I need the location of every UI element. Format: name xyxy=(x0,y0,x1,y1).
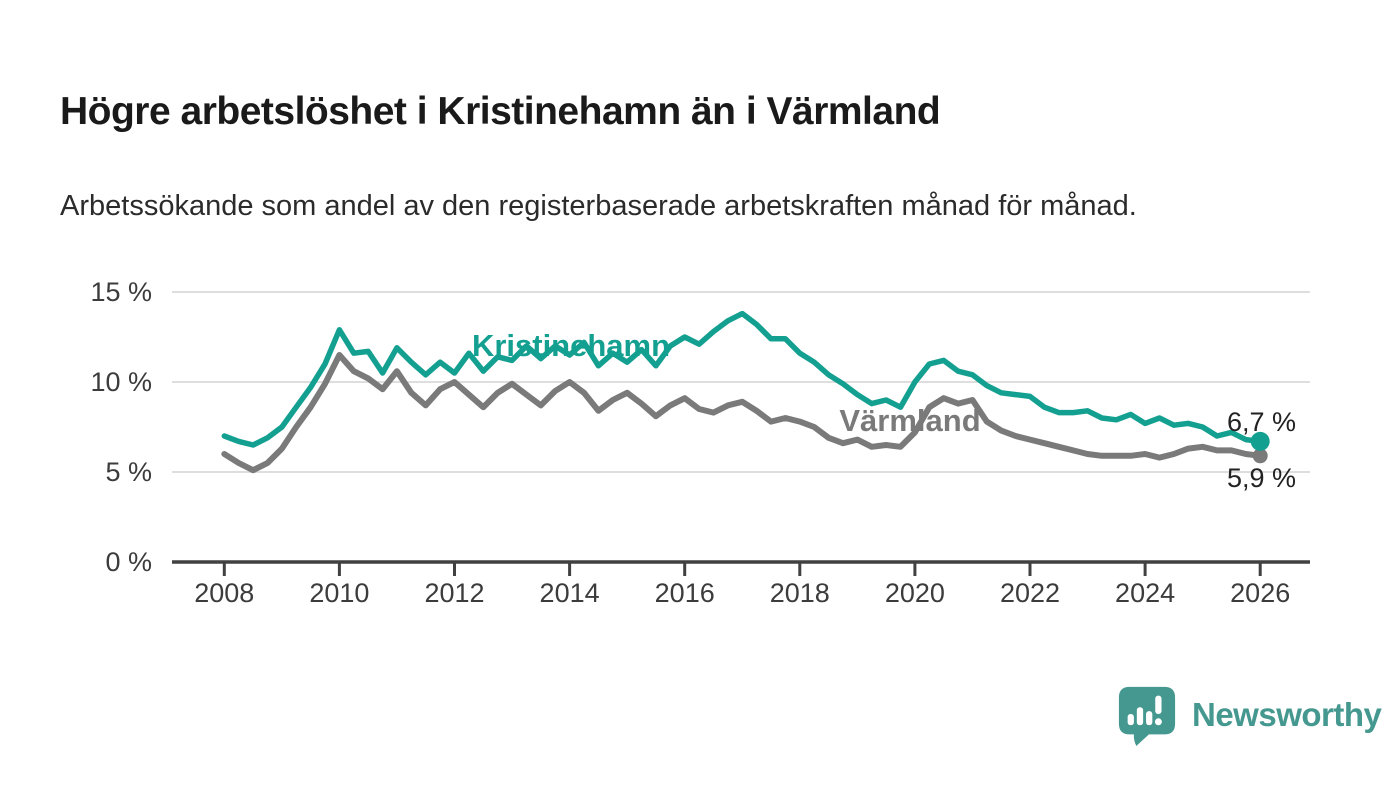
series-line-kristinehamn xyxy=(221,310,1263,448)
logo-exclamation-bar xyxy=(1155,695,1162,715)
gridlines xyxy=(172,291,1310,473)
chart-subtitle: Arbetssökande som andel av den registerb… xyxy=(60,190,1137,222)
axis-tick-labels: 2008 2010 2012 2014 2016 2018 2020 2022 2024 2026… xyxy=(90,277,1290,608)
x-axis xyxy=(172,560,1310,576)
x-tick-label-2016: 2016 xyxy=(655,578,715,608)
endpoint-dot-kristinehamn xyxy=(1250,431,1270,451)
y-tick-label-10: 10 % xyxy=(90,367,152,397)
end-value-label-kristinehamn: 6,7 % xyxy=(1227,407,1296,437)
x-tick-label-2014: 2014 xyxy=(540,578,600,608)
y-tick-label-5: 5 % xyxy=(105,457,152,487)
newsworthy-logo-icon xyxy=(1118,686,1176,746)
series-lines xyxy=(221,310,1264,474)
x-tick-label-2010: 2010 xyxy=(309,578,369,608)
y-tick-label-0: 0 % xyxy=(105,547,152,577)
logo-bar-1 xyxy=(1127,714,1134,726)
y-tick-label-15: 15 % xyxy=(90,277,152,307)
logo-bar-3 xyxy=(1146,711,1153,726)
x-tick-label-2018: 2018 xyxy=(770,578,830,608)
x-tick-label-2022: 2022 xyxy=(1000,578,1060,608)
logo-exclamation-dot xyxy=(1154,718,1162,726)
x-tick-label-2012: 2012 xyxy=(424,578,484,608)
x-tick-label-2024: 2024 xyxy=(1115,578,1175,608)
series-label-värmland: Värmland xyxy=(839,403,980,438)
newsworthy-brand: Newsworthy xyxy=(1116,684,1382,746)
x-tick-label-2026: 2026 xyxy=(1230,578,1290,608)
x-tick-label-2020: 2020 xyxy=(885,578,945,608)
series-label-kristinehamn: Kristinehamn xyxy=(472,328,670,363)
brand-name: Newsworthy xyxy=(1192,696,1382,733)
endpoint-dot-värmland xyxy=(1252,448,1268,464)
logo-bar-2 xyxy=(1136,707,1144,726)
end-value-label-värmland: 5,9 % xyxy=(1227,463,1296,493)
page-title: Högre arbetslöshet i Kristinehamn än i V… xyxy=(60,90,941,134)
series-line-värmland xyxy=(221,352,1264,474)
x-tick-label-2008: 2008 xyxy=(194,578,254,608)
series-annotations: Värmland Kristinehamn 5,9 % 6,7 % xyxy=(472,328,1296,493)
